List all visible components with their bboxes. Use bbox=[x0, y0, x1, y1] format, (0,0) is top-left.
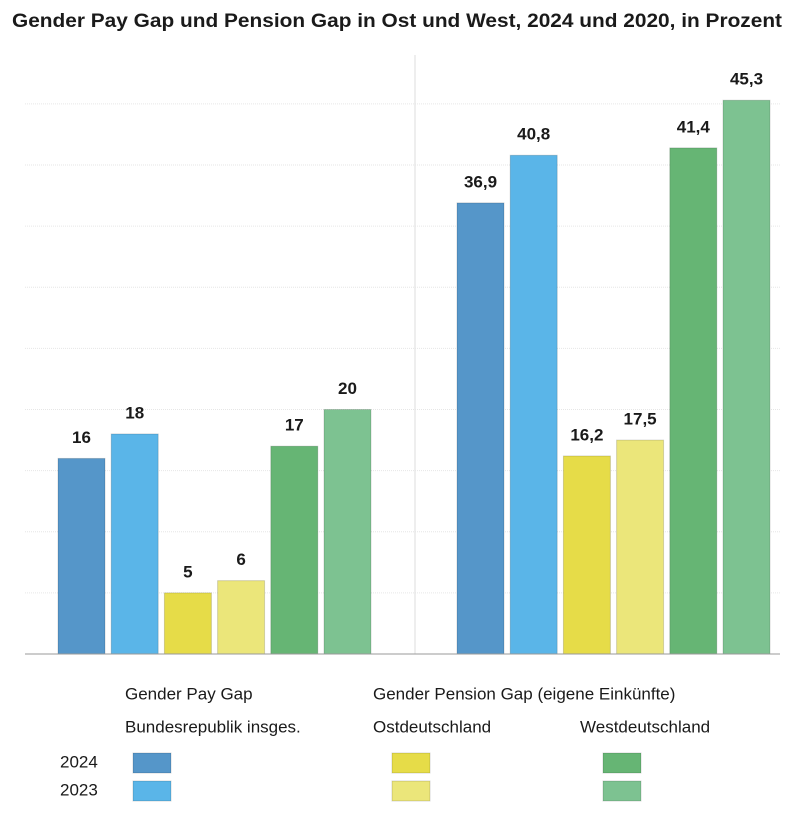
bar bbox=[669, 147, 718, 655]
bar bbox=[323, 409, 372, 655]
bar bbox=[509, 154, 558, 655]
legend-swatch bbox=[391, 752, 431, 774]
legend-swatch bbox=[602, 752, 642, 774]
legend-region: Westdeutschland bbox=[580, 717, 710, 736]
value-label: 17 bbox=[285, 416, 304, 435]
legend-region: Ostdeutschland bbox=[373, 717, 491, 736]
legend-region: Bundesrepublik insges. bbox=[125, 717, 301, 736]
bar bbox=[456, 202, 505, 655]
value-label: 6 bbox=[236, 550, 245, 569]
legend-year: 2024 bbox=[60, 752, 98, 771]
bar bbox=[270, 445, 319, 655]
legend-swatch bbox=[391, 780, 431, 802]
legend-header: Gender Pension Gap (eigene Einkünfte) bbox=[373, 684, 675, 703]
bar bbox=[163, 592, 212, 655]
legend-header: Gender Pay Gap bbox=[125, 684, 253, 703]
value-label: 36,9 bbox=[464, 172, 497, 191]
value-label: 17,5 bbox=[624, 410, 657, 429]
value-label: 45,3 bbox=[730, 70, 763, 89]
value-label: 16,2 bbox=[570, 425, 603, 444]
bar bbox=[562, 455, 611, 655]
legend-year: 2023 bbox=[60, 780, 98, 799]
value-label: 20 bbox=[338, 379, 357, 398]
legend-swatch bbox=[602, 780, 642, 802]
chart-title: Gender Pay Gap und Pension Gap in Ost un… bbox=[12, 11, 783, 32]
value-label: 40,8 bbox=[517, 125, 550, 144]
bar bbox=[722, 99, 771, 655]
legend-swatch bbox=[132, 780, 172, 802]
value-label: 41,4 bbox=[677, 117, 711, 136]
value-label: 16 bbox=[72, 428, 91, 447]
bar bbox=[57, 457, 106, 655]
bar bbox=[110, 433, 159, 655]
bar bbox=[616, 439, 665, 655]
legend-swatch bbox=[132, 752, 172, 774]
bar bbox=[217, 580, 266, 655]
value-label: 18 bbox=[125, 403, 144, 422]
value-label: 5 bbox=[183, 562, 192, 581]
